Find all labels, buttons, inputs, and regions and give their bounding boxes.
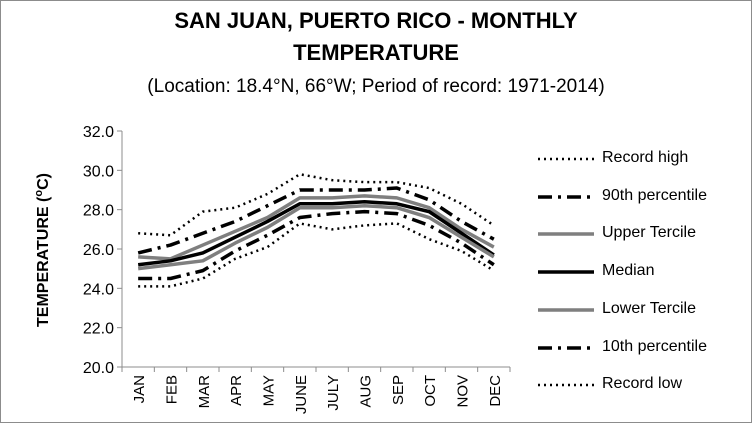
x-tick-label: JULY [325, 375, 342, 411]
legend-item: Upper Tercile [536, 221, 746, 247]
y-tick-label: 28.0 [83, 203, 114, 220]
series-line-10th-percentile [138, 209, 495, 281]
legend-item: Record low [536, 372, 746, 398]
legend-swatch [538, 157, 594, 161]
legend-swatch [538, 345, 594, 350]
series-line-record-low [138, 222, 495, 288]
x-tick-label: MAR [196, 375, 213, 409]
y-tick-label: 24.0 [83, 281, 114, 298]
legend-item: Median [536, 259, 746, 285]
y-tick-label: 20.0 [83, 360, 114, 377]
legend-label: Median [602, 262, 655, 280]
y-tick-label: 32.0 [83, 124, 114, 141]
x-tick-label: JAN [131, 375, 148, 403]
x-tick-label: AUG [358, 375, 375, 408]
x-tick-label: JUNE [293, 375, 310, 414]
x-tick-label: SEP [390, 375, 407, 405]
x-tick-label: DEC [487, 375, 504, 407]
x-tick-label: NOV [455, 375, 472, 408]
x-tick-label: MAY [261, 375, 278, 406]
legend-item: 90th percentile [536, 184, 746, 210]
legend-swatch [538, 232, 594, 237]
legend-swatch [538, 194, 594, 199]
y-axis-label-main: TEMPERATURE ( [35, 196, 52, 327]
legend-label: Upper Tercile [602, 224, 696, 242]
legend-item: 10th percentile [536, 335, 746, 361]
legend-label: 90th percentile [602, 186, 707, 204]
legend-label: Record low [602, 375, 683, 393]
y-axis-label-superscript: o [33, 190, 45, 197]
y-tick-label: 30.0 [83, 163, 114, 180]
legend-item: Lower Tercile [536, 297, 746, 323]
series-line-upper-tercile [138, 194, 495, 261]
legend-label: Lower Tercile [602, 299, 696, 317]
series-line-lower-tercile [137, 203, 495, 271]
series-line-90th-percentile [137, 186, 495, 255]
x-tick-label: FEB [164, 375, 181, 404]
y-tick-label: 22.0 [83, 321, 114, 338]
legend-label: Record high [602, 149, 689, 166]
legend-item: Record high [536, 146, 746, 172]
chart-title-line-2: TEMPERATURE [293, 40, 459, 65]
chart-title-line-1: SAN JUAN, PUERTO RICO - MONTHLY [174, 8, 578, 33]
legend-label: 10th percentile [602, 337, 707, 355]
legend-swatch [538, 308, 594, 312]
x-tick-label: APR [228, 375, 245, 406]
y-axis-label-end: C) [35, 173, 52, 190]
y-axis-label: TEMPERATURE (oC) [33, 173, 52, 327]
x-tick-label: OCT [422, 375, 439, 407]
chart-subtitle: (Location: 18.4°N, 66°W; Period of recor… [147, 76, 605, 97]
legend-swatch [538, 270, 594, 274]
legend-swatch [538, 383, 594, 387]
series-line-median [137, 200, 495, 267]
y-tick-label: 26.0 [83, 242, 114, 259]
